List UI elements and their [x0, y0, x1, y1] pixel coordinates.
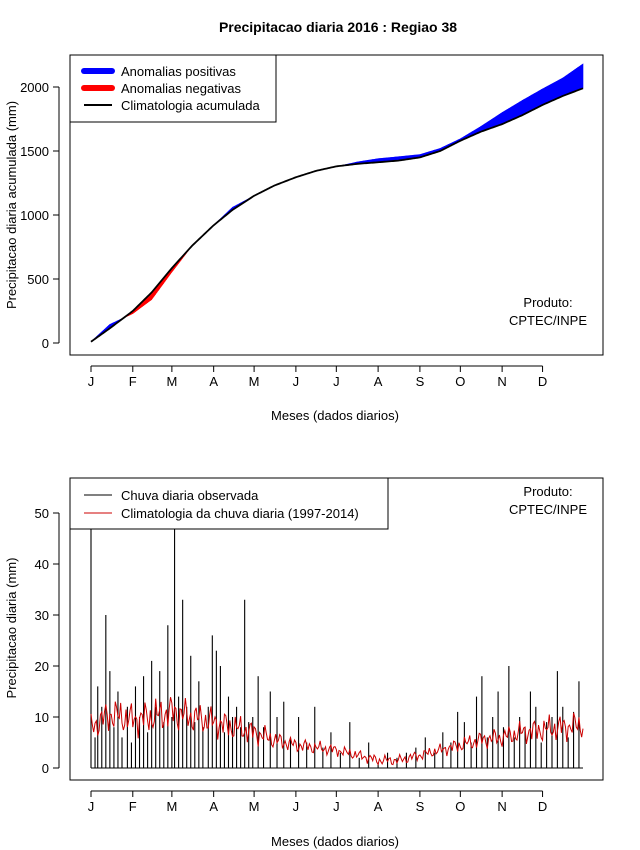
- x-tick-label-2: J: [293, 799, 300, 814]
- y-tick-label: 1000: [20, 208, 49, 223]
- x-tick-label: J: [333, 374, 340, 389]
- x-tick-label: A: [209, 374, 218, 389]
- plot-frame: [69, 54, 604, 356]
- x-tick-label-2: F: [129, 799, 137, 814]
- x-tick-label: A: [374, 374, 383, 389]
- product-label-2: Produto:: [523, 484, 572, 499]
- y-axis-label-2: Precipitacao diaria (mm): [4, 558, 19, 699]
- x-tick-label-2: O: [455, 799, 465, 814]
- legend-2: Chuva diaria observada Climatologia da c…: [69, 477, 389, 530]
- y-tick-label: 500: [27, 272, 49, 287]
- x-tick-label: N: [497, 374, 506, 389]
- x-tick-label: J: [293, 374, 300, 389]
- legend-label-negative: Anomalias negativas: [121, 81, 241, 96]
- legend-label-observed: Chuva diaria observada: [121, 488, 259, 503]
- x-tick-label: D: [538, 374, 547, 389]
- y-tick-label-2: 40: [35, 557, 49, 572]
- x-tick-label: J: [88, 374, 95, 389]
- legend-box-2: [69, 477, 389, 530]
- y-tick-label-2: 0: [42, 761, 49, 776]
- product-source-2: CPTEC/INPE: [509, 502, 587, 517]
- y-tick-label-2: 50: [35, 506, 49, 521]
- product-label: Produto:: [523, 295, 572, 310]
- legend-label-climatology: Climatologia acumulada: [121, 98, 261, 113]
- x-tick-label-2: A: [374, 799, 383, 814]
- y-axis-2: 0 10 20 30 40 50: [35, 506, 60, 776]
- x-axis-label-2: Meses (dados diarios): [271, 834, 399, 849]
- x-tick-label: M: [166, 374, 177, 389]
- anomaly-segment: [581, 63, 584, 90]
- cumulative-chart: Precipitacao diaria 2016 : Regiao 38 0 50…: [4, 19, 604, 423]
- observed-bars-layer: [90, 523, 583, 769]
- x-tick-label: O: [455, 374, 465, 389]
- chart-title: Precipitacao diaria 2016 : Regiao 38: [219, 19, 457, 35]
- x-axis-label: Meses (dados diarios): [271, 408, 399, 423]
- legend-label-positive: Anomalias positivas: [121, 64, 236, 79]
- y-tick-label-2: 20: [35, 659, 49, 674]
- climatology-line: [90, 87, 584, 343]
- x-tick-label-2: N: [497, 799, 506, 814]
- x-tick-label-2: J: [333, 799, 340, 814]
- x-tick-label-2: D: [538, 799, 547, 814]
- climatology-daily-line: [90, 697, 584, 766]
- x-tick-label-2: J: [88, 799, 95, 814]
- x-tick-label-2: S: [416, 799, 425, 814]
- y-axis: 0 500 1000 1500 2000: [20, 80, 60, 351]
- y-axis-label: Precipitacao diaria acumulada (mm): [4, 101, 19, 309]
- y-tick-label-2: 30: [35, 608, 49, 623]
- x-tick-label: M: [249, 374, 260, 389]
- x-tick-label-2: M: [166, 799, 177, 814]
- legend: Anomalias positivas Anomalias negativas …: [69, 54, 277, 123]
- x-tick-label: F: [129, 374, 137, 389]
- daily-chart: 0 10 20 30 40 50 J F M A M J J A S O N D Meses (dados di…: [4, 477, 604, 849]
- y-tick-label: 2000: [20, 80, 49, 95]
- x-tick-label-2: M: [249, 799, 260, 814]
- y-tick-label: 1500: [20, 144, 49, 159]
- x-tick-label-2: A: [209, 799, 218, 814]
- product-source: CPTEC/INPE: [509, 313, 587, 328]
- y-tick-label-2: 10: [35, 710, 49, 725]
- legend-label-climatology-daily: Climatologia da chuva diaria (1997-2014): [121, 506, 359, 521]
- x-tick-label: S: [416, 374, 425, 389]
- y-tick-label: 0: [42, 336, 49, 351]
